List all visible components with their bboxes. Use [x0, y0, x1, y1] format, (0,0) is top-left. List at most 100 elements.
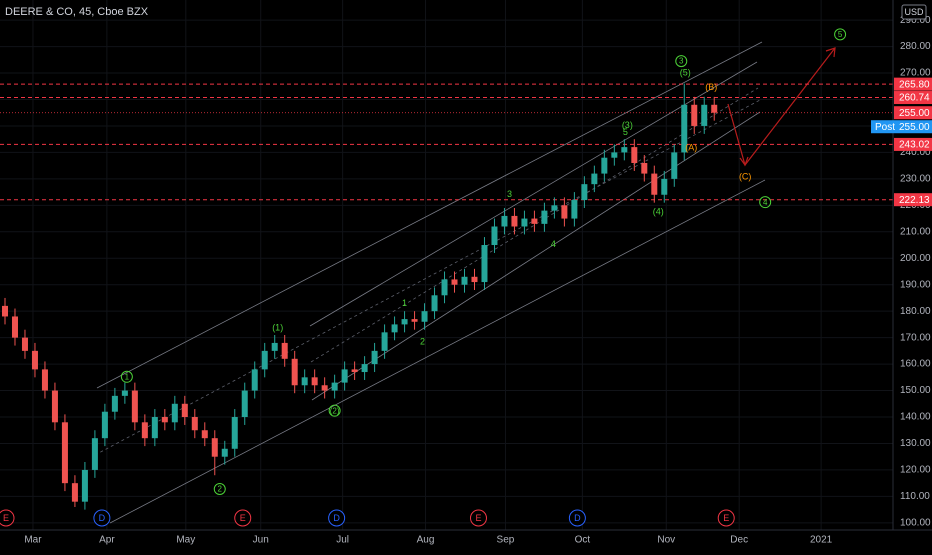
y-tick-label: 160.00 [900, 359, 931, 370]
x-tick-label: Nov [657, 535, 675, 546]
annotation-circle [759, 196, 772, 209]
channel-line [109, 179, 766, 524]
x-tick-label: May [176, 535, 195, 546]
chart-title: DEERE & CO, 45, Cboe BZX [5, 6, 149, 18]
candle-body [641, 162, 648, 174]
annotation-circle [328, 404, 341, 417]
drawings [94, 41, 836, 524]
candle-body [1, 305, 8, 317]
candle-body [301, 377, 308, 386]
candles [1, 83, 718, 510]
currency: USD [904, 7, 924, 17]
candle-body [111, 395, 118, 412]
candle-body [451, 279, 458, 285]
annotation: (A) [685, 143, 697, 153]
candle-body [681, 104, 688, 153]
annotation-circle [213, 482, 226, 495]
candle-body [611, 152, 618, 158]
candle-body [121, 390, 128, 396]
currency-box[interactable] [901, 4, 927, 20]
candle-body [81, 469, 88, 502]
level-label: 265.80 [899, 79, 930, 90]
candle-body [701, 104, 708, 126]
y-tick-label: 180.00 [900, 306, 931, 317]
y-tick-label: 210.00 [900, 226, 931, 237]
candle-body [51, 390, 58, 423]
candle-body [371, 350, 378, 365]
y-tick-label: 280.00 [900, 41, 931, 52]
event-label: E [240, 513, 246, 523]
candle-body [481, 245, 488, 283]
candle-body [61, 422, 68, 484]
annotation: (B) [705, 82, 717, 92]
event-marker [568, 509, 586, 527]
level-label-box [894, 77, 932, 91]
post-box [871, 120, 932, 134]
levels [0, 83, 893, 201]
y-tick-label: 170.00 [900, 332, 931, 343]
x-tick-label: 2021 [810, 535, 833, 546]
last-price-box [894, 106, 932, 120]
candle-body [431, 295, 438, 312]
candle-body [211, 438, 218, 457]
annotation: 1 [125, 372, 130, 381]
event-marker [93, 509, 111, 527]
candle-body [661, 178, 668, 195]
annotation-circle [120, 370, 133, 383]
candle-body [101, 411, 108, 439]
candle-body [411, 319, 418, 322]
annotation: 5 [623, 127, 628, 137]
y-tick-label: 120.00 [900, 465, 931, 476]
annotation: (3) [622, 120, 633, 130]
arrow-head [739, 156, 749, 167]
candle-body [261, 350, 268, 370]
event-marker [234, 509, 252, 527]
candle-body [471, 276, 478, 283]
channel-line [311, 111, 761, 401]
candle-body [601, 157, 608, 174]
event-marker [0, 509, 15, 527]
level-label: 260.74 [899, 93, 930, 104]
candle-body [191, 417, 198, 431]
annotation-circle [834, 28, 847, 41]
x-tick-label: Jun [253, 535, 269, 546]
last-price-label: 255.00 [899, 108, 930, 119]
annotation: (1) [272, 322, 283, 332]
candle-body [401, 319, 408, 325]
candle-body [531, 218, 538, 224]
candle-body [421, 311, 428, 322]
event-label: D [99, 513, 106, 523]
candle-body [551, 205, 558, 211]
candle-body [71, 483, 78, 502]
x-tick-label: Sep [497, 535, 515, 546]
event-label: E [3, 513, 9, 523]
y-tick-label: 100.00 [900, 517, 931, 528]
candle-body [141, 422, 148, 439]
annotation: 4 [551, 239, 556, 249]
x-tick-label: Dec [730, 535, 748, 546]
post-name: Post [875, 122, 895, 133]
annotation-circle [675, 55, 688, 68]
event-label: D [333, 513, 340, 523]
event-marker [717, 509, 735, 527]
event-label: E [723, 513, 729, 523]
candle-body [361, 364, 368, 373]
level-label: 243.02 [899, 140, 930, 151]
x-tick-label: Apr [99, 535, 115, 546]
annotation: 5 [838, 30, 843, 39]
y-tick-label: 230.00 [900, 174, 931, 185]
candle-body [441, 279, 448, 296]
candle-body [281, 342, 288, 359]
candle-body [251, 369, 258, 391]
y-tick-label: 130.00 [900, 438, 931, 449]
candle-body [491, 226, 498, 246]
candle-body [171, 403, 178, 423]
annotation: (5) [680, 67, 691, 77]
candle-body [151, 417, 158, 439]
y-tick-label: 140.00 [900, 412, 931, 423]
candle-body [671, 152, 678, 179]
candle-body [621, 147, 628, 153]
y-tick-label: 200.00 [900, 253, 931, 264]
candle-body [291, 358, 298, 386]
